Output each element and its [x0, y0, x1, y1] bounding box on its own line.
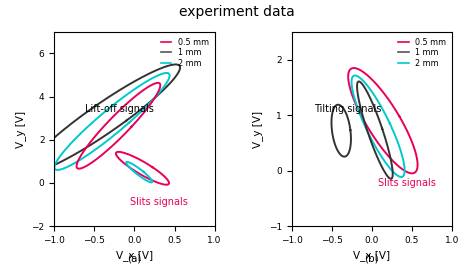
Legend: 0.5 mm, 1 mm, 2 mm: 0.5 mm, 1 mm, 2 mm [159, 36, 210, 69]
X-axis label: V_x [V]: V_x [V] [116, 250, 153, 261]
Y-axis label: V_y [V]: V_y [V] [15, 110, 26, 148]
Text: Slits signals: Slits signals [378, 178, 436, 188]
Text: Tilting signals: Tilting signals [314, 104, 382, 114]
Text: experiment data: experiment data [179, 5, 295, 19]
Legend: 0.5 mm, 1 mm, 2 mm: 0.5 mm, 1 mm, 2 mm [397, 36, 448, 69]
X-axis label: V_x [V]: V_x [V] [353, 250, 390, 261]
Text: (b): (b) [365, 253, 379, 263]
Text: Slits signals: Slits signals [130, 197, 188, 206]
Y-axis label: V_y [V]: V_y [V] [252, 110, 263, 148]
Text: Lift-off signals: Lift-off signals [85, 104, 154, 114]
Text: (a): (a) [127, 253, 142, 263]
